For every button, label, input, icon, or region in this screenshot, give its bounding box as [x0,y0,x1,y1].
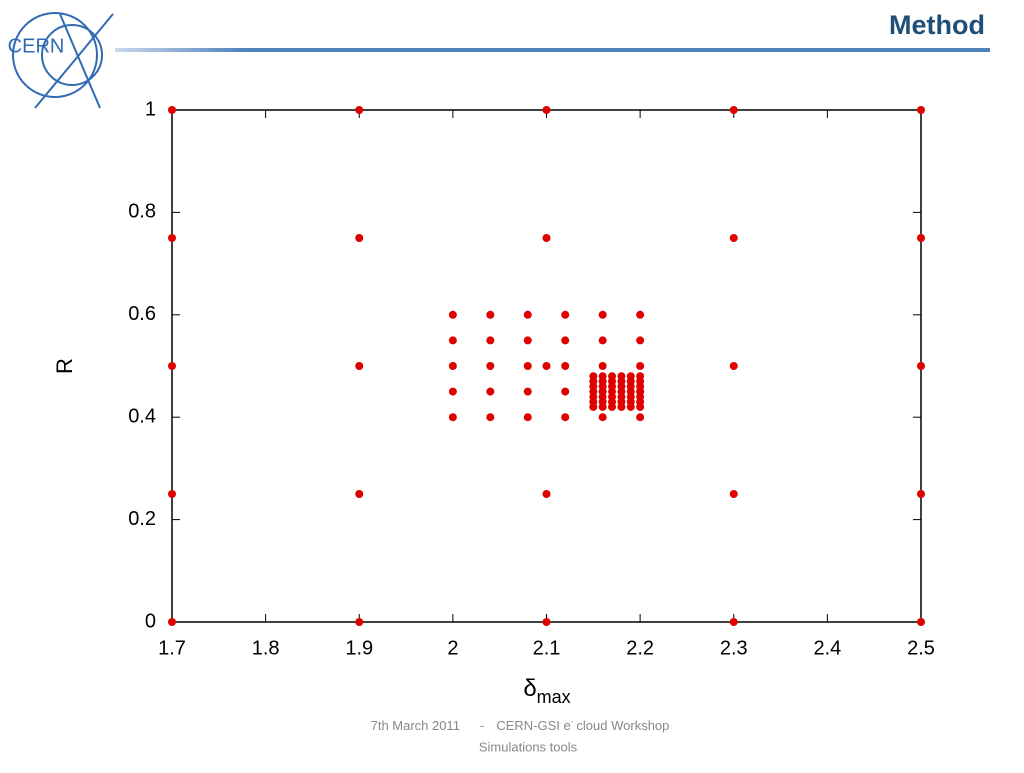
point [523,336,532,345]
x-label-sub: max [537,687,571,707]
point [636,372,645,381]
point [523,413,532,422]
point [355,490,364,498]
point [729,106,738,114]
y-tick-label: 1 [145,98,156,120]
point [917,106,925,114]
logo [12,12,114,109]
x-tick-label: 2.1 [533,637,561,659]
point [168,106,176,114]
footer-event-end: cloud Workshop [576,718,669,733]
point [486,310,495,319]
point [542,618,551,626]
point [523,387,532,396]
logo-text: CERN [8,35,65,57]
point [486,413,495,422]
x-tick-label: 2.5 [907,637,935,659]
point [542,234,551,242]
point [636,310,645,319]
point [523,310,532,319]
point [448,362,457,370]
point [729,234,738,242]
point [729,490,738,498]
point [636,336,645,345]
point [448,387,457,396]
point [355,234,364,242]
point [448,336,457,345]
point [561,413,570,422]
point [542,106,551,114]
point [561,362,570,370]
y-tick-label: 0 [145,610,156,632]
point [355,618,364,626]
point [448,310,457,319]
point [636,413,645,422]
x-tick-label: 2.2 [626,637,654,659]
header-rule [115,48,990,52]
x-tick-label: 2 [447,637,458,659]
point [636,362,645,370]
point [542,362,551,370]
point [486,387,495,396]
point [561,310,570,319]
point [598,336,607,345]
point [598,362,607,370]
point [168,490,176,498]
point [523,362,532,370]
footer-sep: - [480,718,484,733]
x-tick-label: 2.4 [813,637,841,659]
point [486,362,495,370]
point [598,413,607,422]
x-tick-label: 2.3 [720,637,748,659]
point [168,618,176,626]
y-tick-label: 0.4 [128,405,156,427]
x-tick-label: 1.7 [158,637,186,659]
y-tick-label: 0.8 [128,201,156,223]
point [168,362,176,370]
point [917,490,925,498]
x-axis-label: δmax [523,675,570,706]
point [917,362,925,370]
x-tick-label: 1.8 [252,637,280,659]
x-tick-label: 1.9 [345,637,373,659]
point [448,413,457,422]
point [917,618,925,626]
point [168,234,176,242]
point [589,372,598,381]
point [486,336,495,345]
point [729,618,738,626]
x-label-main: δ [523,675,536,702]
y-axis-label: R [52,358,77,374]
point [617,372,626,381]
point [608,372,617,381]
slide-title: Method [889,10,985,40]
footer-event: CERN-GSI e [496,718,570,733]
point [598,372,607,381]
point [729,362,738,370]
footer-date: 7th March 2011 [371,718,460,733]
point [355,362,364,370]
point [917,234,925,242]
footer-sup: - [571,717,574,726]
point [561,387,570,396]
y-tick-label: 0.2 [128,508,156,530]
point [355,106,364,114]
y-tick-label: 0.6 [128,303,156,325]
footer-line2: Simulations tools [479,739,578,754]
footer-line1: 7th March 2011- CERN-GSI e-cloud Workshop [371,717,670,733]
point [626,372,635,381]
point [598,310,607,319]
point [542,490,551,498]
point [561,336,570,345]
